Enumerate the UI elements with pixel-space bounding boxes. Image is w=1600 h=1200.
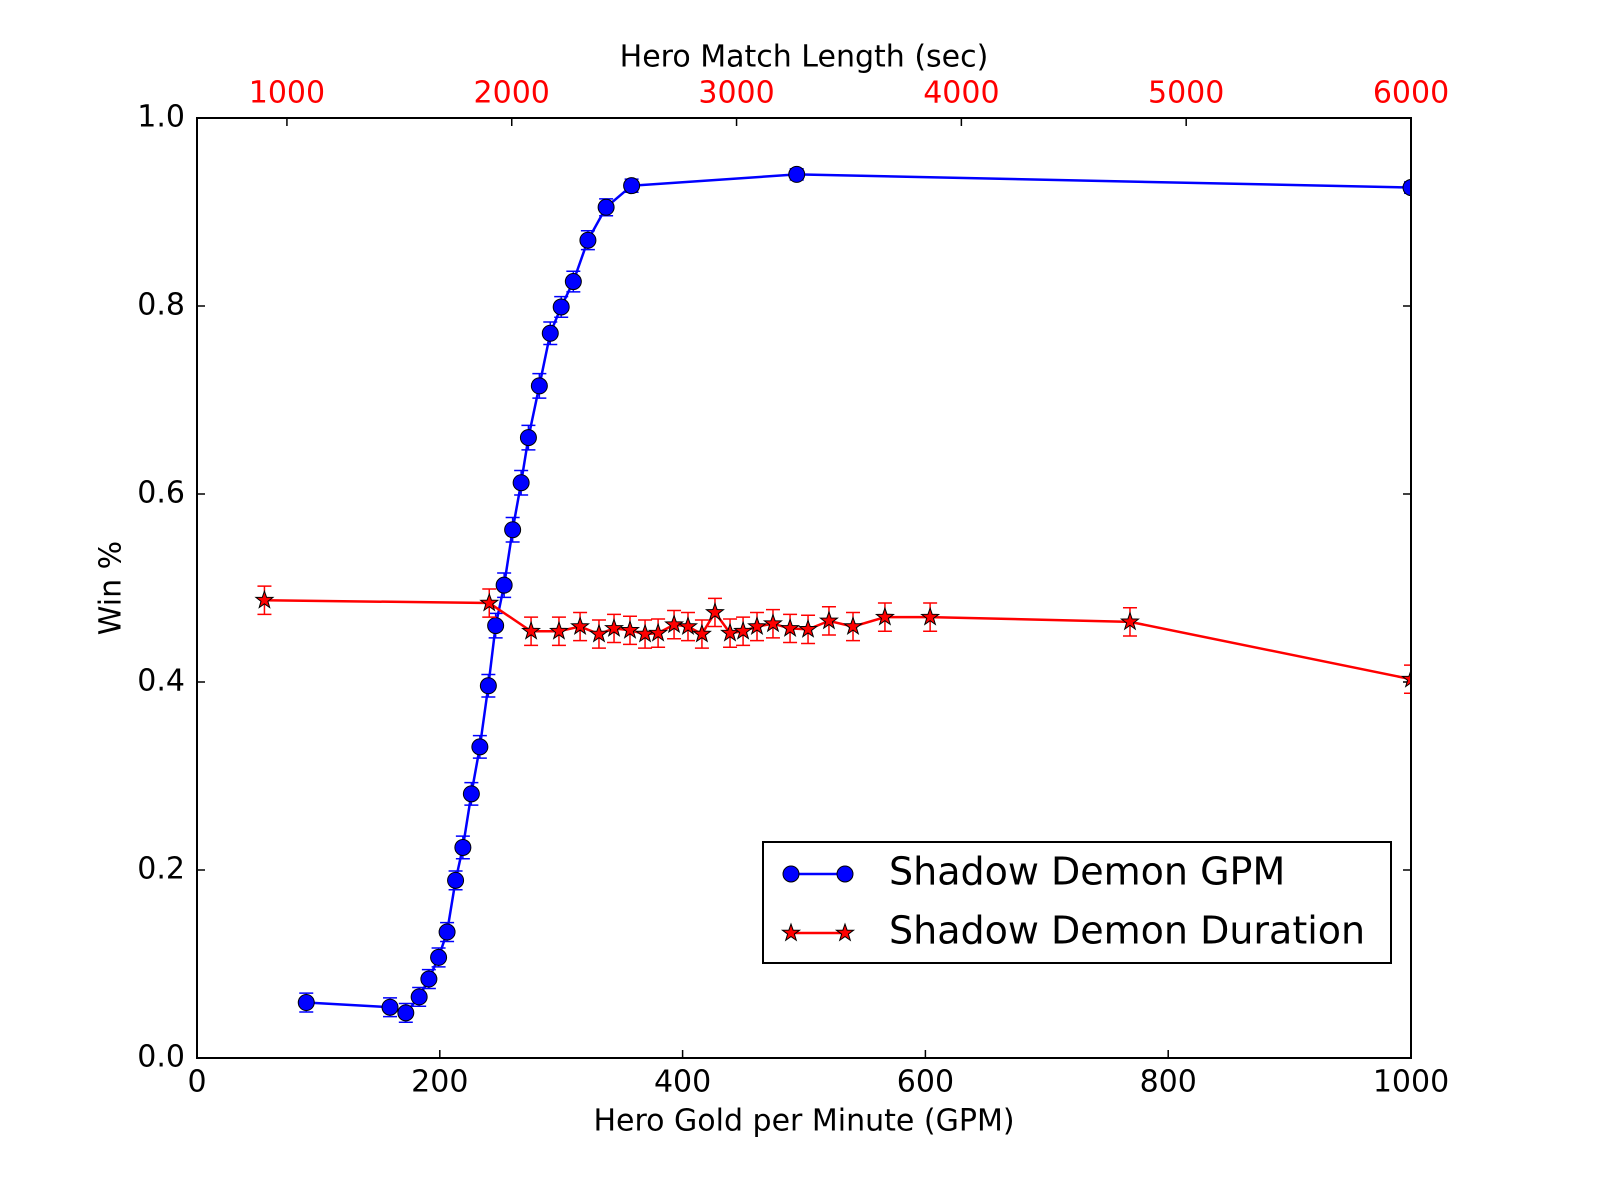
marker [530, 377, 548, 395]
marker [381, 998, 399, 1016]
marker [495, 576, 513, 594]
marker [521, 620, 542, 640]
marker [762, 613, 783, 633]
marker [519, 429, 537, 447]
legend-label: Shadow Demon GPM [889, 850, 1285, 894]
x2-tick-label: 6000 [1373, 76, 1449, 111]
legend-marker [782, 865, 800, 883]
marker [704, 601, 725, 621]
marker [504, 521, 522, 539]
marker [1402, 179, 1411, 197]
x2-tick-label: 2000 [474, 76, 550, 111]
marker [818, 610, 839, 630]
marker [471, 738, 489, 756]
marker [619, 619, 641, 639]
legend-box [762, 841, 1392, 964]
marker [664, 614, 685, 634]
marker [410, 988, 428, 1006]
legend-marker [834, 922, 856, 942]
x-tick-label: 0 [187, 1065, 206, 1100]
marker [588, 623, 609, 643]
y-tick-label: 0.6 [137, 476, 185, 511]
y-tick-label: 0.2 [137, 852, 185, 887]
marker [1400, 668, 1411, 688]
legend-marker [836, 865, 854, 883]
marker [570, 615, 591, 636]
x-tick-label: 200 [411, 1065, 468, 1100]
x-tick-label: 800 [1140, 1065, 1197, 1100]
y-tick-label: 0.4 [137, 664, 185, 699]
series-line [264, 598, 1411, 681]
marker [479, 677, 497, 695]
marker [691, 623, 712, 643]
y-tick-label: 1.0 [137, 100, 185, 135]
marker [780, 617, 801, 637]
marker [397, 1004, 415, 1022]
marker [798, 618, 819, 638]
marker [430, 948, 448, 966]
marker [920, 606, 941, 626]
x-axis-label: Hero Gold per Minute (GPM) [593, 1104, 1014, 1139]
plot-area [254, 165, 1411, 1024]
marker [420, 970, 438, 988]
marker [462, 785, 480, 803]
marker [512, 474, 530, 492]
marker [733, 620, 754, 640]
legend-label: Shadow Demon Duration [889, 909, 1365, 953]
marker [604, 617, 625, 637]
marker [874, 606, 895, 626]
x2-tick-label: 3000 [698, 76, 774, 111]
marker [541, 324, 559, 342]
x-tick-label: 600 [897, 1065, 954, 1100]
marker [254, 589, 275, 609]
marker [747, 615, 768, 636]
x2-axis-label: Hero Match Length (sec) [620, 40, 989, 75]
x2-tick-label: 1000 [249, 76, 325, 111]
x-tick-label: 1000 [1373, 1065, 1449, 1100]
y-axis-label: Win % [94, 541, 129, 635]
marker [454, 838, 472, 856]
marker [597, 198, 615, 216]
x2-tick-label: 4000 [923, 76, 999, 111]
marker [297, 994, 315, 1012]
marker [447, 871, 465, 889]
marker [438, 923, 456, 941]
y-tick-label: 0.0 [137, 1040, 185, 1075]
marker [843, 615, 864, 636]
marker [648, 622, 669, 642]
marker [552, 298, 570, 316]
marker [579, 231, 597, 249]
marker [677, 615, 699, 636]
marker [548, 620, 569, 640]
marker [788, 165, 806, 183]
error-bar [1404, 664, 1411, 695]
legend-marker [780, 922, 802, 942]
y-tick-label: 0.8 [137, 288, 185, 323]
marker [623, 177, 641, 195]
marker [1119, 611, 1140, 631]
x-tick-label: 400 [654, 1065, 711, 1100]
x2-tick-label: 5000 [1148, 76, 1224, 111]
plot-frame [196, 117, 1412, 1059]
marker [479, 592, 500, 612]
marker [487, 617, 505, 635]
marker [564, 273, 582, 291]
